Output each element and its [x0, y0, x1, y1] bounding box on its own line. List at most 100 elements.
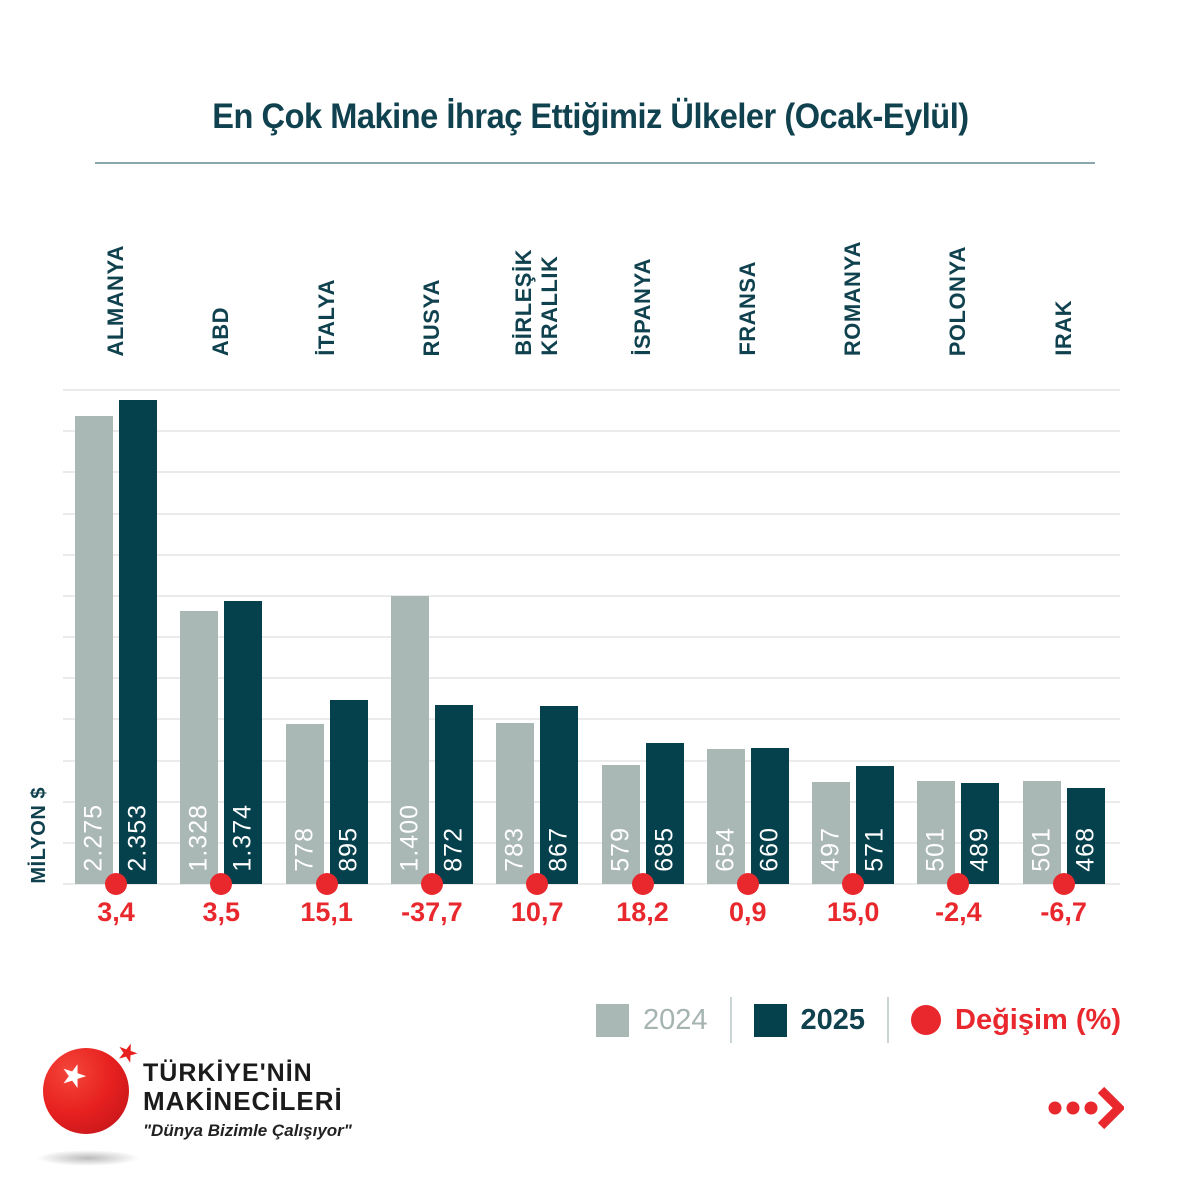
- logo-tagline: "Dünya Bizimle Çalışıyor": [143, 1121, 352, 1141]
- country-label: ROMANYA: [840, 240, 866, 356]
- change-dot-icon: [210, 873, 233, 895]
- bar-2025: 571: [856, 766, 895, 884]
- next-arrow-icon: [1048, 1086, 1124, 1130]
- change-value: -6,7: [1040, 897, 1087, 927]
- logo-title-line1: TÜRKİYE'NİN: [143, 1059, 313, 1087]
- logo-red-ball-icon: [43, 1048, 129, 1134]
- gridline: [63, 636, 1120, 638]
- logo-red-star-icon: ★: [112, 1036, 143, 1071]
- bar-value-label: 895: [334, 827, 363, 872]
- country-label: POLONYA: [945, 245, 971, 356]
- gridline: [63, 718, 1120, 721]
- title-divider: [95, 162, 1095, 164]
- bar-value-label: 872: [439, 827, 468, 872]
- legend-red-dot-icon: [911, 1005, 942, 1035]
- legend-label-2025: 2025: [800, 1003, 866, 1036]
- bar-2024: 654: [706, 749, 745, 884]
- legend-item-change: Değişim (%): [911, 1004, 1121, 1037]
- bar-2025: 1.374: [224, 601, 263, 884]
- country-label: BİRLEŞİK KRALLIK: [511, 249, 563, 356]
- logo-shadow: [36, 1150, 140, 1166]
- bar-value-label: 489: [965, 827, 994, 872]
- country-label: RUSYA: [418, 278, 444, 357]
- bar-2024: 501: [917, 781, 956, 884]
- bar-value-label: 783: [500, 827, 529, 872]
- bar-2024: 501: [1022, 781, 1061, 884]
- bar-2024: 778: [285, 724, 324, 884]
- legend-divider: [887, 997, 890, 1043]
- bar-2025: 895: [329, 700, 368, 884]
- legend-item-2024: 2024: [595, 1003, 708, 1037]
- gridline: [63, 471, 1120, 474]
- bar-value-label: 685: [650, 827, 678, 872]
- change-dot-icon: [947, 873, 970, 895]
- gridline: [63, 800, 1120, 803]
- bar-value-label: 1.374: [228, 804, 257, 872]
- country-label: İSPANYA: [629, 258, 655, 356]
- change-value: -2,4: [935, 897, 982, 927]
- bar-value-label: 1.328: [184, 804, 213, 872]
- legend-swatch-2025-icon: [753, 1003, 787, 1037]
- gridline: [63, 841, 1120, 844]
- bar-value-label: 1.400: [395, 804, 424, 872]
- legend: 2024 2025 Değişim (%): [595, 997, 1121, 1043]
- bar-value-label: 497: [816, 827, 845, 872]
- page-title: En Çok Makine İhraç Ettiğimiz Ülkeler (O…: [212, 97, 969, 136]
- change-dot-icon: [420, 873, 443, 895]
- country-label: ABD: [208, 306, 234, 356]
- chart-plot: 2.275 2.353 1.328 1.374 778 895 1.400 872 783 867…: [63, 389, 1120, 895]
- logo-title-line2: MAKİNECİLERİ: [143, 1086, 343, 1116]
- bar-value-label: 571: [860, 827, 889, 872]
- bar-value-label: 2.353: [123, 804, 152, 872]
- change-dot-icon: [1052, 873, 1075, 895]
- change-value: 18,2: [616, 897, 669, 927]
- bar-value-label: 501: [921, 827, 950, 872]
- gridline: [63, 553, 1120, 556]
- gridline: [63, 759, 1120, 762]
- change-value: 3,4: [97, 897, 135, 927]
- gridline: [63, 430, 1120, 433]
- change-dot-icon: [526, 873, 549, 895]
- legend-item-2025: 2025: [753, 1003, 866, 1037]
- change-value: 10,7: [510, 897, 564, 927]
- legend-label-2024: 2024: [642, 1003, 708, 1036]
- bar-2025: 867: [540, 706, 579, 884]
- bar-value-label: 579: [606, 827, 634, 872]
- bar-value-label: 2.275: [79, 804, 108, 872]
- y-axis-unit-label: MİLYON $: [28, 787, 50, 884]
- gridline: [63, 389, 1120, 391]
- country-label: ALMANYA: [103, 244, 129, 356]
- bar-value-label: 654: [711, 827, 740, 872]
- bar-2024: 1.400: [390, 596, 429, 884]
- change-value: -37,7: [401, 897, 463, 927]
- country-label: IRAK: [1050, 300, 1076, 356]
- bar-2024: 1.328: [180, 611, 219, 884]
- bar-value-label: 660: [755, 827, 784, 872]
- bar-2024: 579: [601, 765, 640, 884]
- legend-swatch-2024-icon: [595, 1003, 629, 1037]
- bar-2025: 872: [434, 705, 473, 884]
- change-value: 3,5: [202, 897, 241, 927]
- bar-2024: 783: [496, 723, 535, 884]
- bar-2025: 2.353: [119, 400, 157, 884]
- bar-2024: 2.275: [75, 416, 113, 884]
- change-dot-icon: [315, 873, 338, 895]
- bar-2025: 685: [645, 743, 684, 884]
- country-label: İTALYA: [313, 279, 339, 356]
- gridline: [63, 512, 1120, 515]
- gridline: [63, 594, 1120, 597]
- bar-value-label: 501: [1027, 827, 1056, 872]
- change-value: 0,9: [729, 897, 767, 927]
- change-dot-icon: [736, 873, 759, 895]
- change-dot-icon: [842, 873, 865, 895]
- bar-2024: 497: [812, 782, 851, 884]
- bar-value-label: 468: [1071, 827, 1100, 872]
- change-value: 15,1: [300, 897, 353, 927]
- change-dot-icon: [105, 873, 127, 895]
- bar-value-label: 778: [290, 827, 319, 872]
- change-value: 15,0: [826, 897, 880, 927]
- gridline: [63, 883, 1120, 885]
- gridline: [63, 677, 1120, 680]
- legend-label-change: Değişim (%): [955, 1003, 1121, 1036]
